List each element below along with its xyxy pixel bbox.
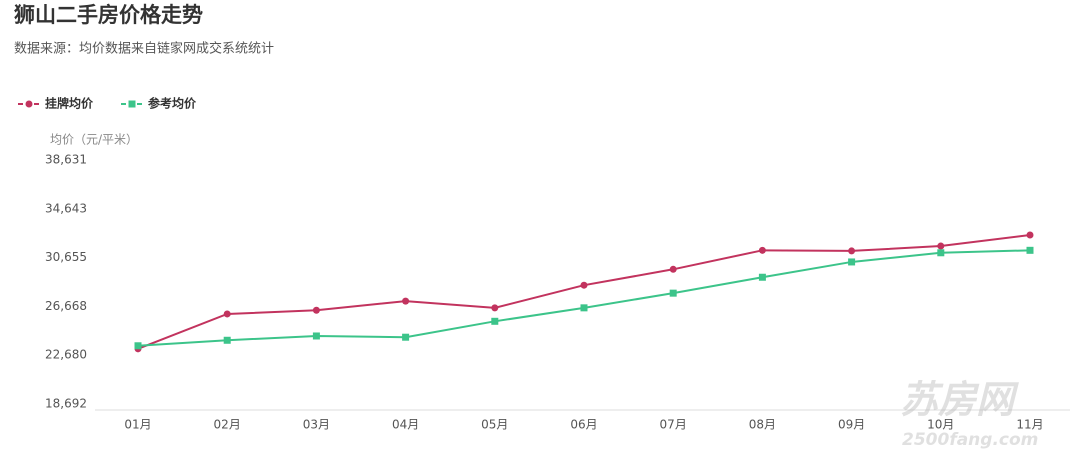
data-point <box>937 249 945 257</box>
y-tick-label: 26,668 <box>45 299 87 313</box>
data-point <box>402 333 410 341</box>
x-tick-label: 07月 <box>660 418 687 432</box>
x-tick-label: 08月 <box>749 418 776 432</box>
legend-label: 参考均价 <box>148 96 197 111</box>
chart-subtitle: 数据来源：均价数据来自链家网成交系统统计 <box>14 41 274 57</box>
legend-marker <box>25 100 33 108</box>
data-point <box>937 242 945 250</box>
y-tick-label: 34,643 <box>45 201 87 215</box>
data-point <box>848 258 856 266</box>
watermark: 苏房网 2500fang.com <box>900 378 1038 451</box>
data-point <box>223 310 231 318</box>
data-point <box>580 304 588 312</box>
data-point <box>1026 231 1034 239</box>
y-tick-label: 30,655 <box>45 250 87 264</box>
y-tick-label: 22,680 <box>45 348 87 362</box>
y-tick-label: 38,631 <box>45 153 87 167</box>
x-tick-label: 05月 <box>481 418 508 432</box>
watermark-text: 苏房网 <box>900 378 1019 422</box>
series-line <box>137 234 1031 350</box>
x-tick-label: 06月 <box>570 418 597 432</box>
x-tick-label: 10月 <box>927 418 954 432</box>
legend-label: 挂牌均价 <box>45 96 94 111</box>
x-tick-label: 09月 <box>838 418 865 432</box>
data-point <box>758 273 766 281</box>
data-point <box>491 317 499 325</box>
data-point <box>312 332 320 340</box>
x-tick-label: 01月 <box>124 418 151 432</box>
data-point <box>848 247 856 255</box>
chart-title: 狮山二手房价格走势 <box>14 3 203 27</box>
data-point <box>223 336 231 344</box>
data-point <box>758 246 766 254</box>
watermark-url: 2500fang.com <box>902 430 1038 450</box>
x-tick-label: 04月 <box>392 418 419 432</box>
legend-marker <box>128 100 136 108</box>
data-point <box>312 306 320 314</box>
data-point <box>580 281 588 289</box>
y-axis-label: 均价（元/平米） <box>50 133 138 147</box>
series-line <box>137 249 1031 347</box>
data-point <box>134 342 142 350</box>
x-tick-label: 03月 <box>303 418 330 432</box>
data-point <box>491 304 499 312</box>
data-point <box>1026 246 1034 254</box>
data-point <box>402 297 410 305</box>
data-point <box>669 289 677 297</box>
data-point <box>669 265 677 273</box>
y-tick-label: 18,692 <box>45 397 87 411</box>
x-tick-label: 02月 <box>214 418 241 432</box>
x-tick-label: 11月 <box>1016 418 1043 432</box>
